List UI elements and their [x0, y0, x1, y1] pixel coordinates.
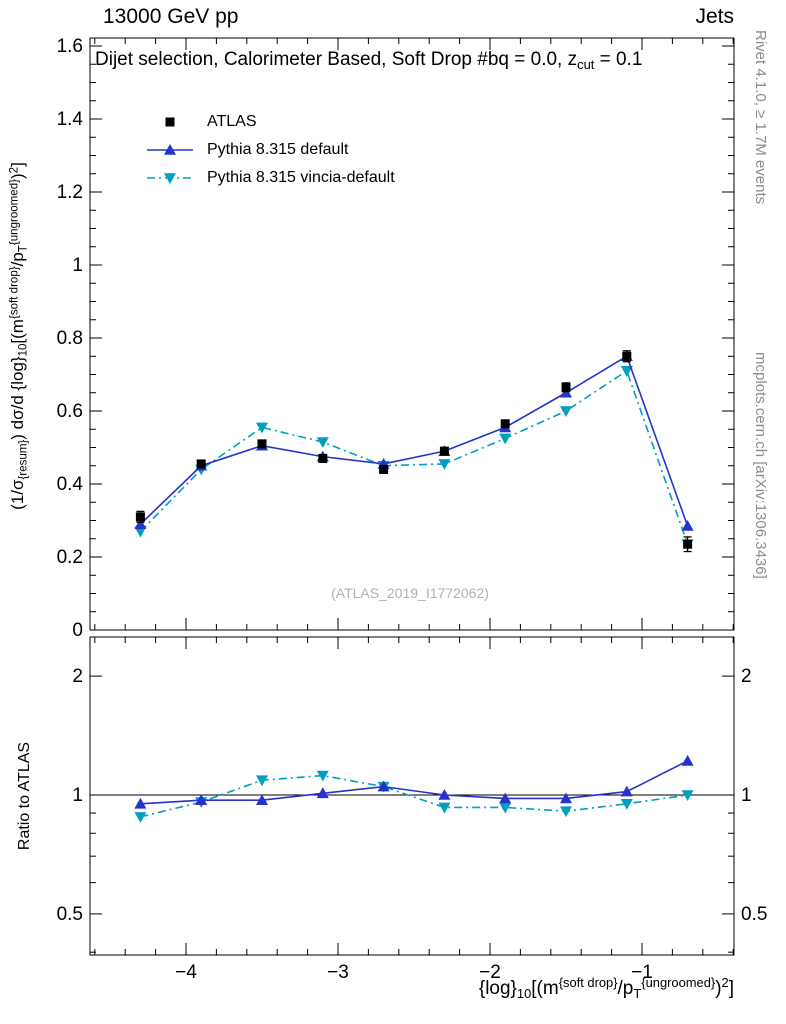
- svg-text:0: 0: [72, 620, 83, 641]
- tick-labels: 0 0.2 0.4 0.6 0.8 1 1.2 1.4 1.6 0.5 0.5 1 1 2 2 −4 −3 −2 −…: [57, 36, 768, 983]
- svg-text:1: 1: [741, 785, 752, 806]
- legend: ATLAS Pythia 8.315 default Pythia 8.315 vi…: [146, 108, 395, 192]
- svg-text:0.8: 0.8: [57, 328, 83, 349]
- svg-text:1.2: 1.2: [57, 182, 83, 203]
- svg-text:−4: −4: [175, 962, 197, 983]
- triangle-down-icon: [147, 173, 193, 184]
- y-axis-label-ratio: Ratio to ATLAS: [16, 741, 33, 851]
- svg-text:0.5: 0.5: [741, 904, 767, 925]
- svg-text:0.5: 0.5: [57, 904, 83, 925]
- markers-atlas: [135, 350, 693, 553]
- x-axis-label: {log}10[(m{soft drop}/pT{ungroomed})2]: [478, 975, 734, 1001]
- svg-text:2: 2: [72, 666, 83, 687]
- legend-label: Pythia 8.315 default: [207, 141, 349, 158]
- svg-text:1: 1: [72, 255, 83, 276]
- main-frame: [89, 37, 735, 631]
- svg-text:−1: −1: [631, 962, 653, 983]
- square-icon: [165, 117, 175, 127]
- svg-text:2: 2: [741, 666, 752, 687]
- line-pythia-8-315-default: [140, 760, 688, 805]
- line-pythia-8-315-default: [139, 355, 689, 527]
- mcplots-note: mcplots.cern.ch [arXiv:1306.3436]: [752, 352, 769, 579]
- legend-item-pythia-8-315-vincia-default: Pythia 8.315 vincia-default: [146, 164, 395, 192]
- markers-pythia-8-315-default: [134, 350, 694, 531]
- svg-text:1.4: 1.4: [57, 109, 84, 130]
- main-series: [134, 350, 694, 553]
- svg-text:0.6: 0.6: [57, 401, 83, 422]
- axes: [89, 37, 735, 956]
- analysis-watermark: (ATLAS_2019_I1772062): [331, 585, 489, 601]
- line-pythia-8-315-vincia-default: [139, 369, 689, 545]
- selection-title: Dijet selection, Calorimeter Based, Soft…: [95, 49, 643, 73]
- ratio-frame: [89, 636, 735, 956]
- legend-label: ATLAS: [207, 113, 257, 130]
- ratio-series: [134, 754, 694, 823]
- legend-label: Pythia 8.315 vincia-default: [207, 169, 395, 186]
- svg-text:−3: −3: [327, 962, 349, 983]
- legend-item-pythia-8-315-default: Pythia 8.315 default: [146, 136, 395, 164]
- line-pythia-8-315-vincia-default: [140, 774, 688, 818]
- svg-text:0.4: 0.4: [57, 474, 84, 495]
- svg-text:0.2: 0.2: [57, 547, 83, 568]
- svg-text:1.6: 1.6: [57, 36, 83, 57]
- rivet-version-note: Rivet 4.1.0, ≥ 1.7M events: [752, 30, 769, 205]
- markers-pythia-8-315-default: [134, 754, 694, 809]
- svg-text:−2: −2: [479, 962, 501, 983]
- beam-energy-title: 13000 GeV pp: [103, 5, 239, 28]
- y-axis-label-main: (1/σ{resum}) dσ/d {log}10[(m{soft drop}/…: [8, 162, 30, 510]
- svg-text:1: 1: [72, 785, 83, 806]
- legend-item-atlas: ATLAS: [146, 108, 395, 136]
- triangle-up-icon: [147, 144, 193, 155]
- process-title: Jets: [695, 5, 734, 28]
